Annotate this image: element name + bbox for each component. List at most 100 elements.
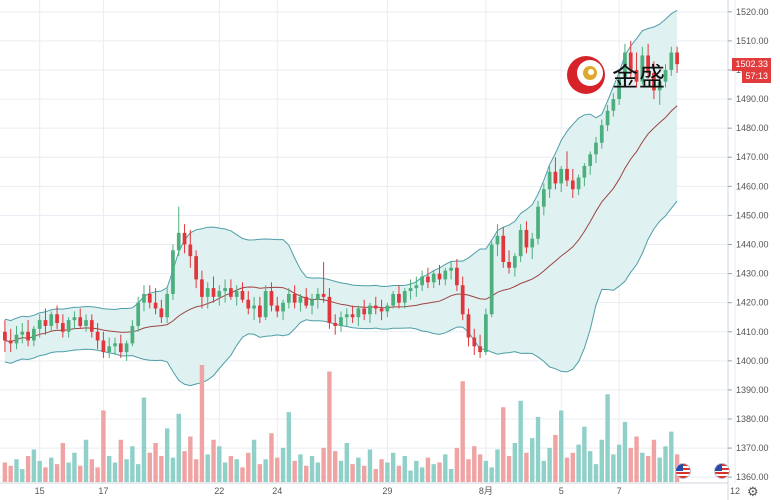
candle-body[interactable] [8, 340, 13, 344]
candle-body[interactable] [281, 302, 285, 312]
candle-body[interactable] [437, 273, 442, 280]
candle-body[interactable] [258, 305, 262, 318]
candle-body[interactable] [623, 52, 627, 79]
candle-body[interactable] [252, 305, 256, 309]
candle-body[interactable] [269, 291, 274, 306]
candle-body[interactable] [153, 302, 158, 309]
candle-body[interactable] [553, 171, 558, 184]
candle-body[interactable] [275, 305, 280, 312]
candle-body[interactable] [362, 308, 367, 315]
candle-body[interactable] [72, 317, 77, 321]
candle-body[interactable] [541, 189, 546, 207]
candle-body[interactable] [455, 267, 459, 286]
candle-body[interactable] [246, 299, 251, 309]
candle-body[interactable] [391, 293, 396, 306]
candle-body[interactable] [147, 293, 152, 303]
candle-body[interactable] [142, 293, 146, 303]
candle-body[interactable] [431, 273, 436, 283]
candle-body[interactable] [165, 293, 170, 318]
candle-body[interactable] [466, 314, 471, 338]
candle-body[interactable] [634, 69, 639, 82]
candle-body[interactable] [484, 314, 488, 353]
candle-body[interactable] [507, 261, 511, 268]
candle-body[interactable] [472, 337, 477, 347]
candle-body[interactable] [628, 52, 633, 70]
candle-body[interactable] [599, 125, 604, 143]
gear-icon[interactable]: ⚙ [747, 484, 759, 499]
candle-body[interactable] [339, 317, 343, 326]
candle-body[interactable] [113, 343, 117, 347]
candle-body[interactable] [43, 320, 48, 326]
candle-body[interactable] [350, 314, 355, 318]
candle-body[interactable] [663, 69, 668, 82]
candle-body[interactable] [489, 244, 494, 315]
candle-body[interactable] [368, 305, 372, 315]
candle-body[interactable] [518, 229, 523, 257]
candle-body[interactable] [570, 180, 575, 190]
candle-body[interactable] [188, 244, 193, 257]
candle-body[interactable] [675, 52, 679, 65]
candle-body[interactable] [449, 267, 453, 271]
candle-body[interactable] [60, 323, 65, 332]
candle-body[interactable] [95, 331, 100, 341]
candle-body[interactable] [136, 302, 141, 326]
candle-body[interactable] [3, 331, 7, 341]
candle-body[interactable] [20, 331, 25, 335]
candle-body[interactable] [26, 331, 30, 341]
candle-body[interactable] [657, 81, 662, 91]
candle-body[interactable] [652, 72, 656, 91]
candle-body[interactable] [594, 142, 598, 155]
candle-body[interactable] [101, 340, 106, 353]
candle-body[interactable] [234, 291, 239, 297]
candle-body[interactable] [55, 314, 59, 324]
us-flag-event-icon[interactable] [675, 463, 691, 479]
candle-body[interactable] [211, 288, 216, 297]
candle-body[interactable] [333, 323, 338, 326]
candle-body[interactable] [240, 291, 245, 300]
candle-body[interactable] [118, 343, 123, 353]
candle-body[interactable] [478, 346, 482, 353]
candle-body[interactable] [327, 296, 332, 324]
candle-body[interactable] [426, 276, 430, 283]
candle-body[interactable] [217, 291, 222, 297]
candle-body[interactable] [229, 288, 233, 297]
candle-body[interactable] [495, 235, 500, 245]
candle-body[interactable] [443, 270, 448, 280]
candle-body[interactable] [159, 308, 164, 318]
candle-body[interactable] [84, 320, 88, 326]
candle-body[interactable] [200, 279, 204, 297]
candle-body[interactable] [124, 343, 129, 353]
candle-body[interactable] [414, 285, 419, 289]
candle-body[interactable] [397, 293, 401, 303]
candle-body[interactable] [66, 320, 71, 332]
candle-body[interactable] [205, 288, 210, 297]
candle-body[interactable] [512, 256, 517, 268]
candle-body[interactable] [402, 291, 407, 303]
candle-body[interactable] [182, 232, 187, 245]
candle-body[interactable] [356, 308, 361, 318]
candle-body[interactable] [89, 320, 94, 332]
candle-body[interactable] [32, 328, 36, 341]
candle-body[interactable] [263, 291, 268, 318]
candle-body[interactable] [565, 168, 569, 181]
candle-body[interactable] [78, 317, 83, 326]
candle-body[interactable] [536, 206, 540, 239]
candle-body[interactable] [344, 314, 349, 318]
candle-body[interactable] [373, 305, 378, 309]
candle-body[interactable] [611, 99, 616, 111]
candle-body[interactable] [605, 110, 610, 126]
candle-body[interactable] [49, 314, 54, 326]
candle-body[interactable] [588, 154, 593, 166]
candle-body[interactable] [223, 288, 227, 292]
candle-body[interactable] [310, 299, 314, 306]
candle-body[interactable] [14, 334, 19, 344]
candle-body[interactable] [315, 293, 320, 300]
candle-body[interactable] [460, 285, 465, 315]
us-flag-event-icon[interactable] [714, 463, 730, 479]
candle-body[interactable] [304, 296, 309, 306]
candle-body[interactable] [582, 165, 587, 178]
candle-body[interactable] [576, 177, 581, 190]
candle-body[interactable] [524, 229, 529, 248]
candle-body[interactable] [107, 346, 112, 353]
